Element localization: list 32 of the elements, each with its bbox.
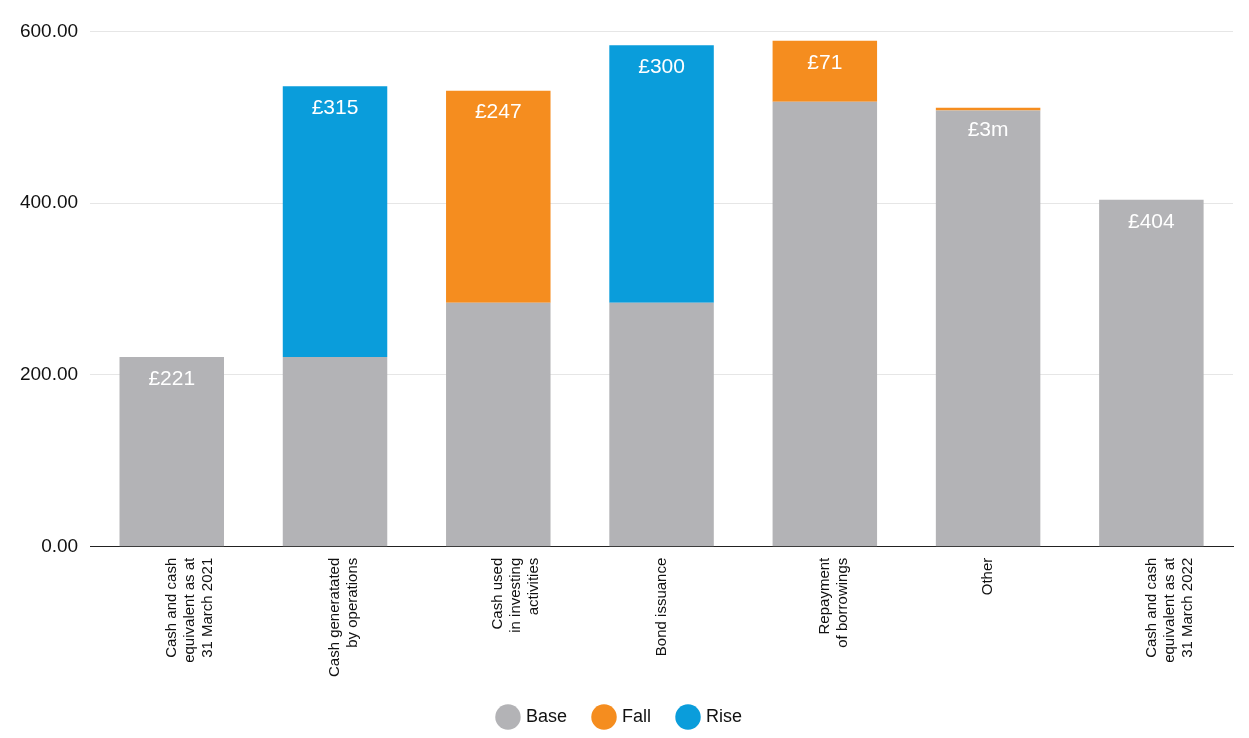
legend-label: Rise — [706, 705, 743, 726]
data-label: £221 — [148, 365, 196, 389]
x-tick-label: Cash used in investing activities — [488, 557, 542, 633]
x-tick-label: Cash generatated by operations — [325, 557, 361, 678]
data-label: £315 — [311, 95, 359, 119]
bar — [282, 86, 388, 357]
y-tick-label: 0.00 — [41, 534, 79, 556]
data-label: £300 — [638, 53, 685, 77]
data-label: £404 — [1128, 208, 1176, 232]
x-tick-label: Other — [978, 557, 996, 596]
y-tick-label: 600.00 — [19, 19, 79, 41]
bar — [609, 45, 714, 303]
bar — [772, 101, 878, 547]
x-tick-label: Bond issuance — [651, 557, 669, 657]
x-tick-label: Repayment of borrowings — [814, 556, 850, 648]
bar — [609, 302, 714, 547]
bar — [446, 90, 551, 303]
y-tick-label: 400.00 — [19, 191, 79, 213]
data-label: £3m — [967, 116, 1009, 140]
bar — [935, 110, 1041, 547]
bar — [772, 40, 878, 102]
x-tick-label: Cash and cash equivalent as at 31 March 2022 — [1141, 556, 1195, 663]
bar — [1099, 199, 1204, 547]
data-label: £247 — [474, 99, 522, 123]
legend-label: Fall — [622, 705, 652, 726]
data-label: £71 — [807, 49, 843, 73]
x-tick-label: Cash and cash equivalent as at 31 March 2021 — [161, 556, 215, 663]
bar — [446, 302, 551, 547]
y-tick-label: 200.00 — [19, 363, 79, 385]
bar — [119, 356, 224, 547]
legend-label: Base — [525, 705, 568, 726]
bar — [282, 356, 388, 547]
